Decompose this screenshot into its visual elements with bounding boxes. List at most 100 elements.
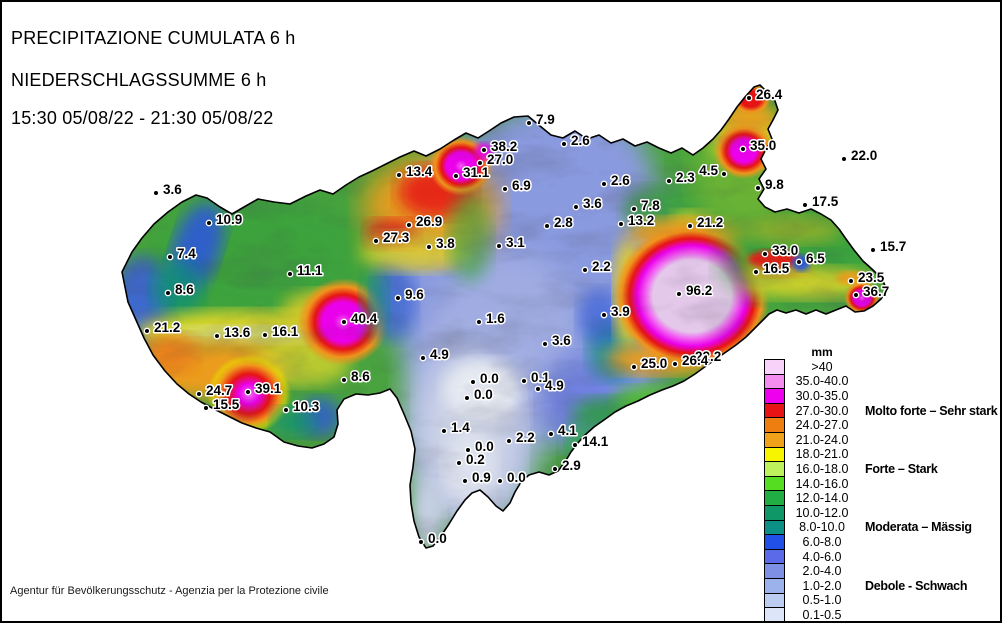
time-period: 15:30 05/08/22 - 21:30 05/08/22 <box>11 108 274 128</box>
station: 40.4 <box>340 310 379 328</box>
station: 4.9 <box>534 377 565 395</box>
legend-row: 18.0-21.0 <box>764 446 997 463</box>
legend-category: Moderata – Mässig <box>865 520 972 535</box>
station-value: 9.8 <box>765 177 784 192</box>
station-dot <box>417 538 425 546</box>
station-value: 3.6 <box>583 196 602 211</box>
station: 26.4 <box>671 352 710 370</box>
station-dot <box>581 266 589 274</box>
station: 4.1 <box>547 422 579 440</box>
station: 17.5 <box>801 193 840 211</box>
station-value: 39.1 <box>255 381 282 396</box>
legend-row: 0.1-0.5 <box>764 607 997 621</box>
station: 14.1 <box>571 433 610 451</box>
legend-swatch <box>764 388 785 404</box>
station: 13.6 <box>213 324 252 342</box>
legend-range: 8.0-10.0 <box>799 520 845 535</box>
station-value: 2.6 <box>611 173 630 188</box>
legend-range: 24.0-27.0 <box>795 418 849 433</box>
station-dot <box>761 250 769 258</box>
legend-swatch <box>764 504 785 521</box>
station-value: 26.4 <box>756 87 783 102</box>
station-value: 0.0 <box>428 531 447 546</box>
station-value: 22.2 <box>695 349 721 364</box>
station-value: 9.6 <box>405 287 424 302</box>
station: 3.6 <box>541 332 573 350</box>
station: 39.1 <box>244 380 283 398</box>
station: 8.6 <box>340 368 372 386</box>
legend-range: 30.0-35.0 <box>795 388 849 403</box>
station-dot <box>496 477 504 485</box>
station-value: 4.5 <box>699 163 718 178</box>
station-dot <box>152 189 160 197</box>
legend-range: 12.0-14.0 <box>795 491 849 506</box>
legend-row: 10.0-12.0 <box>764 504 997 521</box>
legend: mm >40 35.0-40.0 30.0-35.0 27.0-30.0 Molto f… <box>764 346 998 621</box>
station-dot <box>795 258 803 266</box>
station-dot <box>551 465 559 473</box>
station: 1.6 <box>475 310 507 328</box>
station-value: 27.0 <box>487 152 513 167</box>
station-dot <box>164 289 172 297</box>
legend-row: 1.0-2.0 Debole - Schwach <box>764 577 997 594</box>
station: 4.9 <box>419 346 450 364</box>
station: 96.2 <box>675 282 714 300</box>
station-value: 40.4 <box>351 311 378 326</box>
station-dot <box>560 140 568 148</box>
station-dot <box>543 222 551 230</box>
station: 7.9 <box>525 111 556 129</box>
station-value: 14.1 <box>582 434 609 449</box>
station-value: 13.6 <box>224 325 251 340</box>
legend-range: >40 <box>811 359 833 374</box>
station-dot <box>461 477 469 485</box>
station-value: 15.7 <box>880 239 906 254</box>
station-dot <box>525 119 533 127</box>
legend-row: 21.0-24.0 <box>764 431 997 448</box>
legend-range: 14.0-16.0 <box>795 476 849 491</box>
station-dot <box>754 184 762 192</box>
station: 16.5 <box>752 260 791 278</box>
station: 22.0 <box>840 147 879 165</box>
station-dot <box>282 406 290 414</box>
legend-swatch <box>764 417 785 433</box>
station-value: 7.4 <box>177 246 196 261</box>
stations-layer: 7.9 2.6 26.4 35.0 22.0 38.227.031.1 13.4 3.6 6.9… <box>143 86 908 548</box>
station-value: 6.5 <box>806 251 825 266</box>
station-dot <box>520 377 528 385</box>
station: 27.0 <box>476 151 515 169</box>
station-dot <box>630 363 638 371</box>
station-value: 4.9 <box>430 347 449 362</box>
station-dot <box>686 222 694 230</box>
station-dot <box>665 177 673 185</box>
station-dot <box>675 290 683 298</box>
station-dot <box>340 376 348 384</box>
station-value: 17.5 <box>812 194 839 209</box>
station-value: 4.1 <box>558 423 577 438</box>
station-dot <box>840 155 848 163</box>
station-value: 0.0 <box>475 439 494 454</box>
station-dot <box>213 332 221 340</box>
station-dot <box>405 221 413 229</box>
legend-swatch <box>764 490 785 506</box>
legend-row: 14.0-16.0 <box>764 475 997 492</box>
station-dot <box>739 145 747 153</box>
legend-range: 6.0-8.0 <box>802 534 842 549</box>
legend-row: 2.0-4.0 <box>764 563 997 579</box>
station: 2.6 <box>600 172 632 190</box>
station-dot <box>720 170 728 178</box>
legend-swatch <box>764 534 785 550</box>
station-value: 10.9 <box>216 212 242 227</box>
station-dot <box>534 385 542 393</box>
station: 1.4 <box>440 419 472 437</box>
station-value: 13.2 <box>628 213 654 228</box>
station: 9.8 <box>754 176 786 194</box>
station-value: 0.2 <box>466 452 485 467</box>
station-dot <box>547 430 555 438</box>
legend-range: 1.0-2.0 <box>802 578 842 593</box>
station-value: 0.9 <box>472 470 491 485</box>
legend-range: 21.0-24.0 <box>795 432 849 447</box>
station-dot <box>501 185 509 193</box>
station-value: 3.9 <box>611 304 630 319</box>
station-value: 6.9 <box>512 178 531 193</box>
